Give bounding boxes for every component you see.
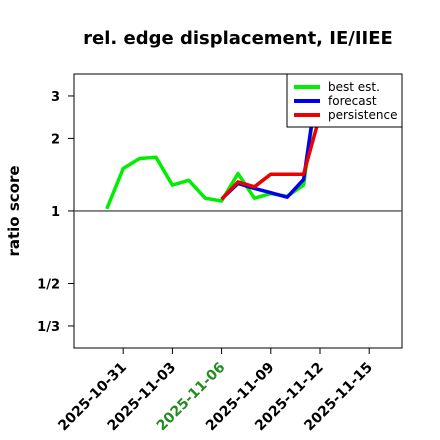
y-axis-label: ratio score [5,165,23,256]
y-ticks: 1/3 1/2 1 2 3 [37,90,74,335]
series-line-persistence [220,114,322,201]
y-tick-label: 1/3 [37,320,60,335]
x-ticks: 2025-10-312025-11-032025-11-062025-11-09… [55,348,376,434]
chart-title: rel. edge displacement, IE/IIEE [83,28,393,49]
y-tick-label: 3 [51,90,60,105]
legend-label: forecast [328,94,377,108]
series-group [105,74,322,210]
y-tick-label: 2 [51,132,60,147]
y-tick-label: 1/2 [37,278,60,293]
legend-label: persistence [328,108,397,122]
legend-label: best est. [328,80,380,94]
y-tick-label: 1 [51,205,60,220]
